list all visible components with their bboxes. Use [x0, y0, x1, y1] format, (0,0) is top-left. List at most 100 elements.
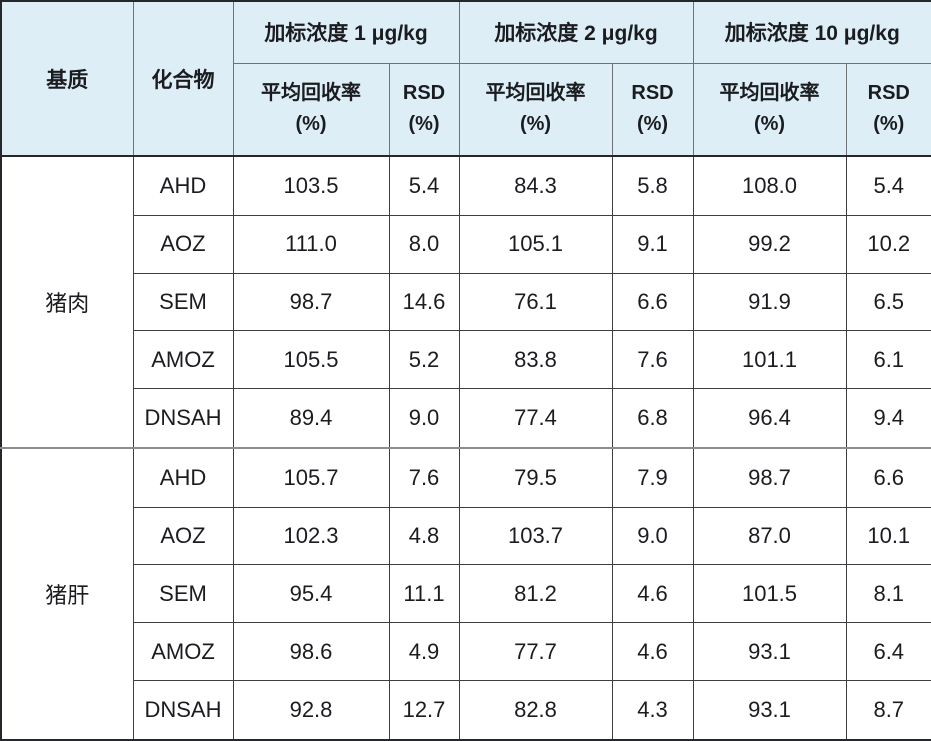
value-cell: 98.6: [232, 622, 390, 682]
compound-cell: DNSAH: [132, 680, 234, 741]
matrix-cell-pork: 猪肉: [0, 155, 134, 449]
rsd-label: RSD: [631, 82, 674, 105]
compound-cell: AHD: [132, 446, 234, 508]
value-cell: 5.2: [388, 330, 460, 390]
value-cell: 4.3: [611, 680, 694, 741]
value-cell: 93.1: [692, 680, 847, 741]
compound-cell: AOZ: [132, 506, 234, 566]
rsd-subheader-2: RSD (%): [611, 62, 694, 157]
compound-cell: AHD: [132, 155, 234, 216]
percent-unit-label: (%): [295, 113, 327, 136]
value-cell: 9.0: [388, 388, 460, 449]
value-cell: 12.7: [388, 680, 460, 741]
header-sub-row: 平均回收率 (%) RSD (%) 平均回收率 (%) RSD (%) 平均回收…: [1, 62, 931, 157]
value-cell: 10.1: [845, 506, 931, 566]
value-cell: 96.4: [692, 388, 847, 449]
value-cell: 81.2: [458, 564, 613, 624]
recovery-label: 平均回收率: [261, 82, 361, 105]
value-cell: 6.6: [845, 446, 931, 508]
value-cell: 9.4: [845, 388, 931, 449]
value-cell: 5.4: [388, 155, 460, 216]
value-cell: 98.7: [692, 446, 847, 508]
value-cell: 82.8: [458, 680, 613, 741]
value-cell: 93.1: [692, 622, 847, 682]
value-cell: 103.5: [232, 155, 390, 216]
table-row: AOZ 111.0 8.0 105.1 9.1 99.2 10.2: [1, 214, 931, 274]
value-cell: 6.1: [845, 330, 931, 390]
value-cell: 8.7: [845, 680, 931, 741]
value-cell: 11.1: [388, 564, 460, 624]
rsd-subheader-1: RSD (%): [388, 62, 460, 157]
percent-unit-label: (%): [408, 113, 440, 136]
percent-unit-label: (%): [753, 113, 786, 136]
table-body: 猪肉 AHD 103.5 5.4 84.3 5.8 108.0 5.4 AOZ …: [0, 155, 931, 741]
value-cell: 6.5: [845, 272, 931, 332]
value-cell: 91.9: [692, 272, 847, 332]
group-header-2ugkg: 加标浓度 2 μg/kg: [458, 0, 694, 64]
value-cell: 4.6: [611, 564, 694, 624]
value-cell: 102.3: [232, 506, 390, 566]
value-cell: 92.8: [232, 680, 390, 741]
value-cell: 111.0: [232, 214, 390, 274]
value-cell: 5.4: [845, 155, 931, 216]
table-header: 基质 化合物 加标浓度 1 μg/kg 加标浓度 2 μg/kg 加标浓度 10…: [0, 0, 931, 157]
table-row: 猪肉 AHD 103.5 5.4 84.3 5.8 108.0 5.4: [0, 155, 931, 449]
value-cell: 108.0: [692, 155, 847, 216]
percent-unit-label: (%): [873, 113, 905, 136]
recovery-label: 平均回收率: [719, 82, 820, 105]
percent-unit-label: (%): [636, 113, 669, 136]
recovery-label: 平均回收率: [485, 82, 586, 105]
value-cell: 95.4: [232, 564, 390, 624]
value-cell: 6.4: [845, 622, 931, 682]
header-group-row: 基质 化合物 加标浓度 1 μg/kg 加标浓度 2 μg/kg 加标浓度 10…: [0, 0, 931, 157]
value-cell: 7.9: [611, 446, 694, 508]
rsd-label: RSD: [867, 82, 910, 105]
value-cell: 105.5: [232, 330, 390, 390]
value-cell: 84.3: [458, 155, 613, 216]
recovery-subheader-2: 平均回收率 (%): [458, 62, 613, 157]
matrix-header: 基质: [0, 0, 134, 157]
value-cell: 14.6: [388, 272, 460, 332]
compound-cell: AMOZ: [132, 622, 234, 682]
value-cell: 9.1: [611, 214, 694, 274]
recovery-subheader-1: 平均回收率 (%): [232, 62, 390, 157]
matrix-cell-liver: 猪肝: [0, 446, 134, 741]
value-cell: 7.6: [388, 446, 460, 508]
value-cell: 6.8: [611, 388, 694, 449]
value-cell: 101.1: [692, 330, 847, 390]
value-cell: 8.0: [388, 214, 460, 274]
table-row: SEM 95.4 11.1 81.2 4.6 101.5 8.1: [1, 564, 931, 624]
group-header-1ugkg: 加标浓度 1 μg/kg: [232, 0, 460, 64]
value-cell: 10.2: [845, 214, 931, 274]
group-header-10ugkg: 加标浓度 10 μg/kg: [692, 0, 931, 64]
table-row: AMOZ 98.6 4.9 77.7 4.6 93.1 6.4: [1, 622, 931, 682]
percent-unit-label: (%): [519, 113, 552, 136]
rsd-label: RSD: [402, 82, 446, 105]
value-cell: 87.0: [692, 506, 847, 566]
value-cell: 105.7: [232, 446, 390, 508]
value-cell: 4.9: [388, 622, 460, 682]
value-cell: 8.1: [845, 564, 931, 624]
table-row: 猪肝 AHD 105.7 7.6 79.5 7.9 98.7 6.6: [0, 446, 931, 741]
value-cell: 105.1: [458, 214, 613, 274]
value-cell: 5.8: [611, 155, 694, 216]
table-row: AOZ 102.3 4.8 103.7 9.0 87.0 10.1: [1, 506, 931, 566]
value-cell: 79.5: [458, 446, 613, 508]
value-cell: 83.8: [458, 330, 613, 390]
value-cell: 77.7: [458, 622, 613, 682]
value-cell: 4.8: [388, 506, 460, 566]
table-row: DNSAH 92.8 12.7 82.8 4.3 93.1 8.7: [1, 680, 931, 741]
value-cell: 77.4: [458, 388, 613, 449]
compound-cell: SEM: [132, 564, 234, 624]
table-row: SEM 98.7 14.6 76.1 6.6 91.9 6.5: [1, 272, 931, 332]
value-cell: 76.1: [458, 272, 613, 332]
value-cell: 101.5: [692, 564, 847, 624]
value-cell: 103.7: [458, 506, 613, 566]
value-cell: 7.6: [611, 330, 694, 390]
compound-cell: AOZ: [132, 214, 234, 274]
value-cell: 89.4: [232, 388, 390, 449]
value-cell: 99.2: [692, 214, 847, 274]
table-row: DNSAH 89.4 9.0 77.4 6.8 96.4 9.4: [1, 388, 931, 449]
